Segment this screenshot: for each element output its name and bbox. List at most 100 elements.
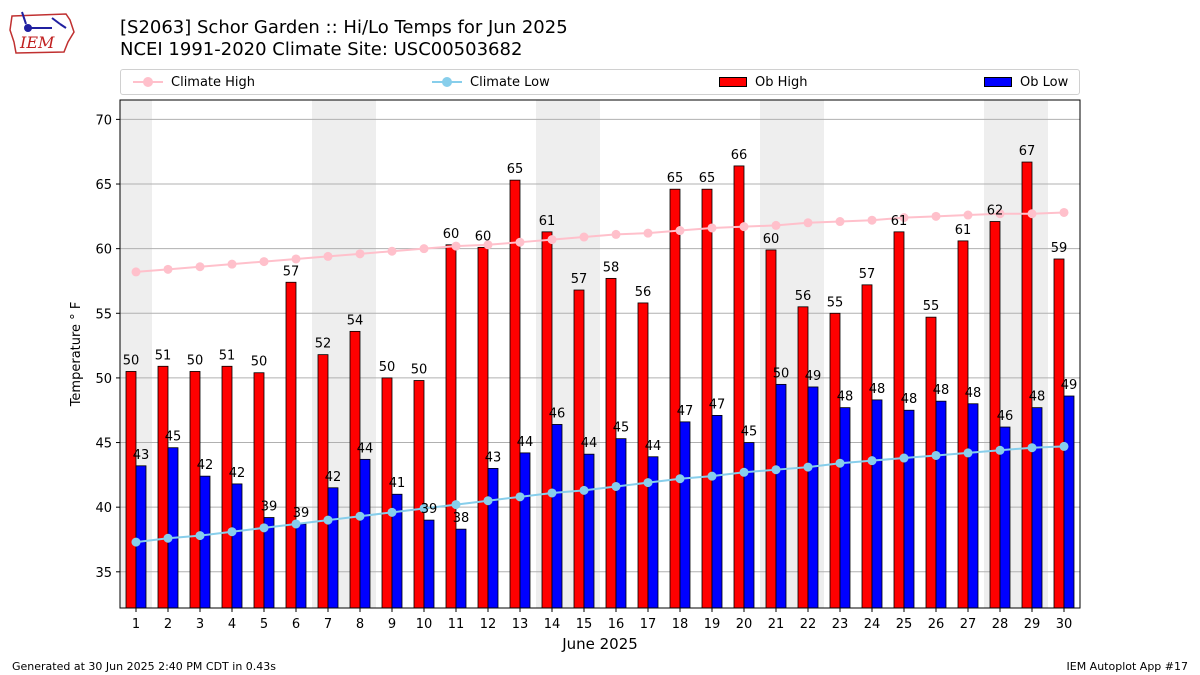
ob-low-bar [231,483,243,609]
ob-low-bar [1031,407,1043,609]
ob-high-bar [957,240,969,609]
climate-low-point [835,458,845,468]
x-tick-label: 8 [356,617,364,632]
ob-high-label: 65 [507,162,524,177]
ob-low-bar [199,475,211,609]
ob-low-bar [135,465,147,609]
ob-high-label: 61 [539,214,556,229]
climate-high-point [771,220,781,230]
ob-low-label: 43 [133,448,150,463]
ob-low-label: 48 [1029,390,1046,405]
ob-low-label: 44 [517,435,534,450]
ob-high-label: 60 [475,229,492,244]
climate-high-point [611,229,621,239]
y-tick-label: 35 [95,566,112,581]
ob-high-label: 50 [411,362,428,377]
climate-high-point [675,226,685,236]
legend-climate-high-label: Climate High [171,74,256,90]
climate-high-point [515,237,525,247]
climate-low-point [387,507,397,517]
ob-high-bar [925,316,937,609]
ob-high-label: 56 [635,285,652,300]
climate-high-point [291,254,301,264]
generated-timestamp: Generated at 30 Jun 2025 2:40 PM CDT in … [12,660,277,673]
ob-high-bar [509,179,521,609]
ob-low-bar [359,458,371,609]
logo-text: IEM [19,33,55,52]
legend-climate-high: Climate High [133,70,255,94]
x-tick-label: 22 [800,617,817,632]
ob-high-bar [637,302,649,609]
ob-low-bar [1063,395,1075,609]
x-tick-label: 29 [1024,617,1041,632]
ob-high-bar [477,246,489,609]
ob-high-label: 57 [283,264,300,279]
ob-high-bar [253,372,265,609]
climate-high-point [1059,207,1069,217]
ob-high-label: 52 [315,337,332,352]
ob-low-label: 42 [229,466,246,481]
x-tick-label: 5 [260,617,268,632]
ob-high-bar [349,330,361,609]
ob-low-label: 45 [613,421,630,436]
ob-high-bar [605,277,617,609]
x-tick-label: 24 [864,617,881,632]
ob-high-label: 59 [1051,241,1068,256]
legend-ob-high: Ob High [719,70,808,94]
chart-legend: Climate High Climate Low Ob High Ob Low [120,69,1080,95]
ob-low-label: 48 [901,392,918,407]
ob-low-bar [583,453,595,609]
climate-high-point [643,228,653,238]
ob-high-label: 51 [219,348,236,363]
x-tick-label: 11 [448,617,465,632]
ob-high-label: 61 [891,214,908,229]
ob-low-bar [775,383,787,609]
climate-high-point [323,251,333,261]
ob-high-bar [1021,161,1033,609]
climate-low-point [355,511,365,521]
climate-low-point [515,492,525,502]
chart-subtitle: NCEI 1991-2020 Climate Site: USC00503682 [120,39,523,60]
ob-high-label: 60 [763,232,780,247]
y-tick-label: 55 [95,307,112,322]
ob-low-bar [551,424,563,609]
ob-low-label: 45 [165,430,182,445]
x-tick-label: 4 [228,617,236,632]
ob-low-label: 38 [453,511,470,526]
climate-low-point [963,448,973,458]
ob-high-bar [797,306,809,609]
ob-low-label: 42 [197,458,214,473]
ob-high-label: 50 [379,360,396,375]
climate-low-point [483,496,493,506]
ob-high-bar [861,284,873,609]
x-tick-label: 17 [640,617,657,632]
climate-high-point [547,235,557,245]
y-tick-label: 40 [95,501,112,516]
x-tick-label: 12 [480,617,497,632]
ob-low-bar [519,452,531,609]
y-tick-label: 45 [95,437,112,452]
iem-logo: IEM [9,11,75,54]
ob-low-bar [999,426,1011,609]
x-axis-label: June 2025 [561,635,638,653]
climate-low-point [803,462,813,472]
ob-high-label: 57 [859,267,876,282]
ob-low-bar [807,386,819,609]
ob-low-label: 47 [709,397,726,412]
climate-high-point [739,222,749,232]
ob-high-bar [157,365,169,609]
climate-low-point [931,450,941,460]
ob-high-label: 50 [123,353,140,368]
ob-high-bar [701,188,713,609]
climate-low-point [579,485,589,495]
ob-low-label: 44 [357,441,374,456]
ob-low-label: 41 [389,476,406,491]
ob-low-label: 48 [869,382,886,397]
weekend-band [1016,100,1048,608]
climate-low-point [451,500,461,510]
climate-high-point [451,241,461,251]
x-tick-label: 23 [832,617,849,632]
ob-low-bar [263,517,275,609]
climate-low-point [1027,443,1037,453]
